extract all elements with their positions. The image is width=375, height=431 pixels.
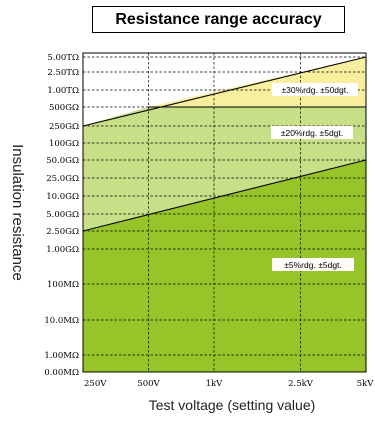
chart-title: Resistance range accuracy [92, 6, 345, 33]
zone-boundaries [82, 56, 367, 232]
x-tick-label: 500V [137, 379, 160, 389]
upper-boundary-line [82, 56, 367, 127]
y-tick-label: 1.00TΩ [47, 86, 79, 96]
y-tick-label: 50.0GΩ [46, 156, 79, 166]
y-tick-labels: 5.00TΩ 2.50TΩ 1.00TΩ 500GΩ 250GΩ 100GΩ 50.0GΩ 2… [44, 53, 79, 378]
y-tick-label: 500GΩ [49, 103, 79, 113]
zone-label: ±5%rdg. ±5dgt. [284, 260, 342, 270]
x-tick-labels: 250V 500V 1kV 2.5kV 5kV [84, 379, 374, 389]
y-tick-label: 5.00GΩ [46, 210, 79, 220]
zone-label: ±30%rdg. ±50dgt. [282, 85, 349, 95]
x-tick-label: 1kV [206, 379, 224, 389]
y-tick-label: 0.00MΩ [44, 368, 79, 378]
y-tick-label: 1.00MΩ [44, 351, 79, 361]
plot-frame [82, 52, 367, 373]
y-tick-label: 100MΩ [47, 280, 79, 290]
y-tick-label: 25.0GΩ [46, 174, 79, 184]
x-tick-label: 250V [84, 379, 107, 389]
y-tick-label: 1.00GΩ [46, 245, 79, 255]
x-axis-label: Test voltage (setting value) [149, 397, 316, 413]
y-tick-label: 250GΩ [49, 122, 79, 132]
accuracy-zones [83, 57, 366, 372]
y-axis-label: Insulation resistance [9, 144, 26, 281]
zone-label-box [272, 258, 354, 271]
y-tick-label: 5.00TΩ [47, 53, 79, 63]
zone-label-box [272, 83, 358, 96]
zone-label: ±20%rdg. ±5dgt. [281, 128, 343, 138]
y-tick-label: 10.0MΩ [44, 316, 79, 326]
y-tick-label: 2.50TΩ [47, 68, 79, 78]
y-tick-label: 100GΩ [49, 139, 79, 149]
x-tick-label: 2.5kV [288, 379, 314, 389]
zone-5pct-area [83, 160, 366, 372]
x-tick-label: 5kV [357, 379, 375, 389]
zone-labels: ±30%rdg. ±50dgt. ±20%rdg. ±5dgt. ±5%rdg. ±… [271, 83, 358, 271]
zone-label-box [271, 126, 353, 139]
y-tick-label: 10.0GΩ [46, 192, 79, 202]
lower-boundary-line [82, 159, 367, 232]
y-tick-label: 2.50GΩ [46, 227, 79, 237]
